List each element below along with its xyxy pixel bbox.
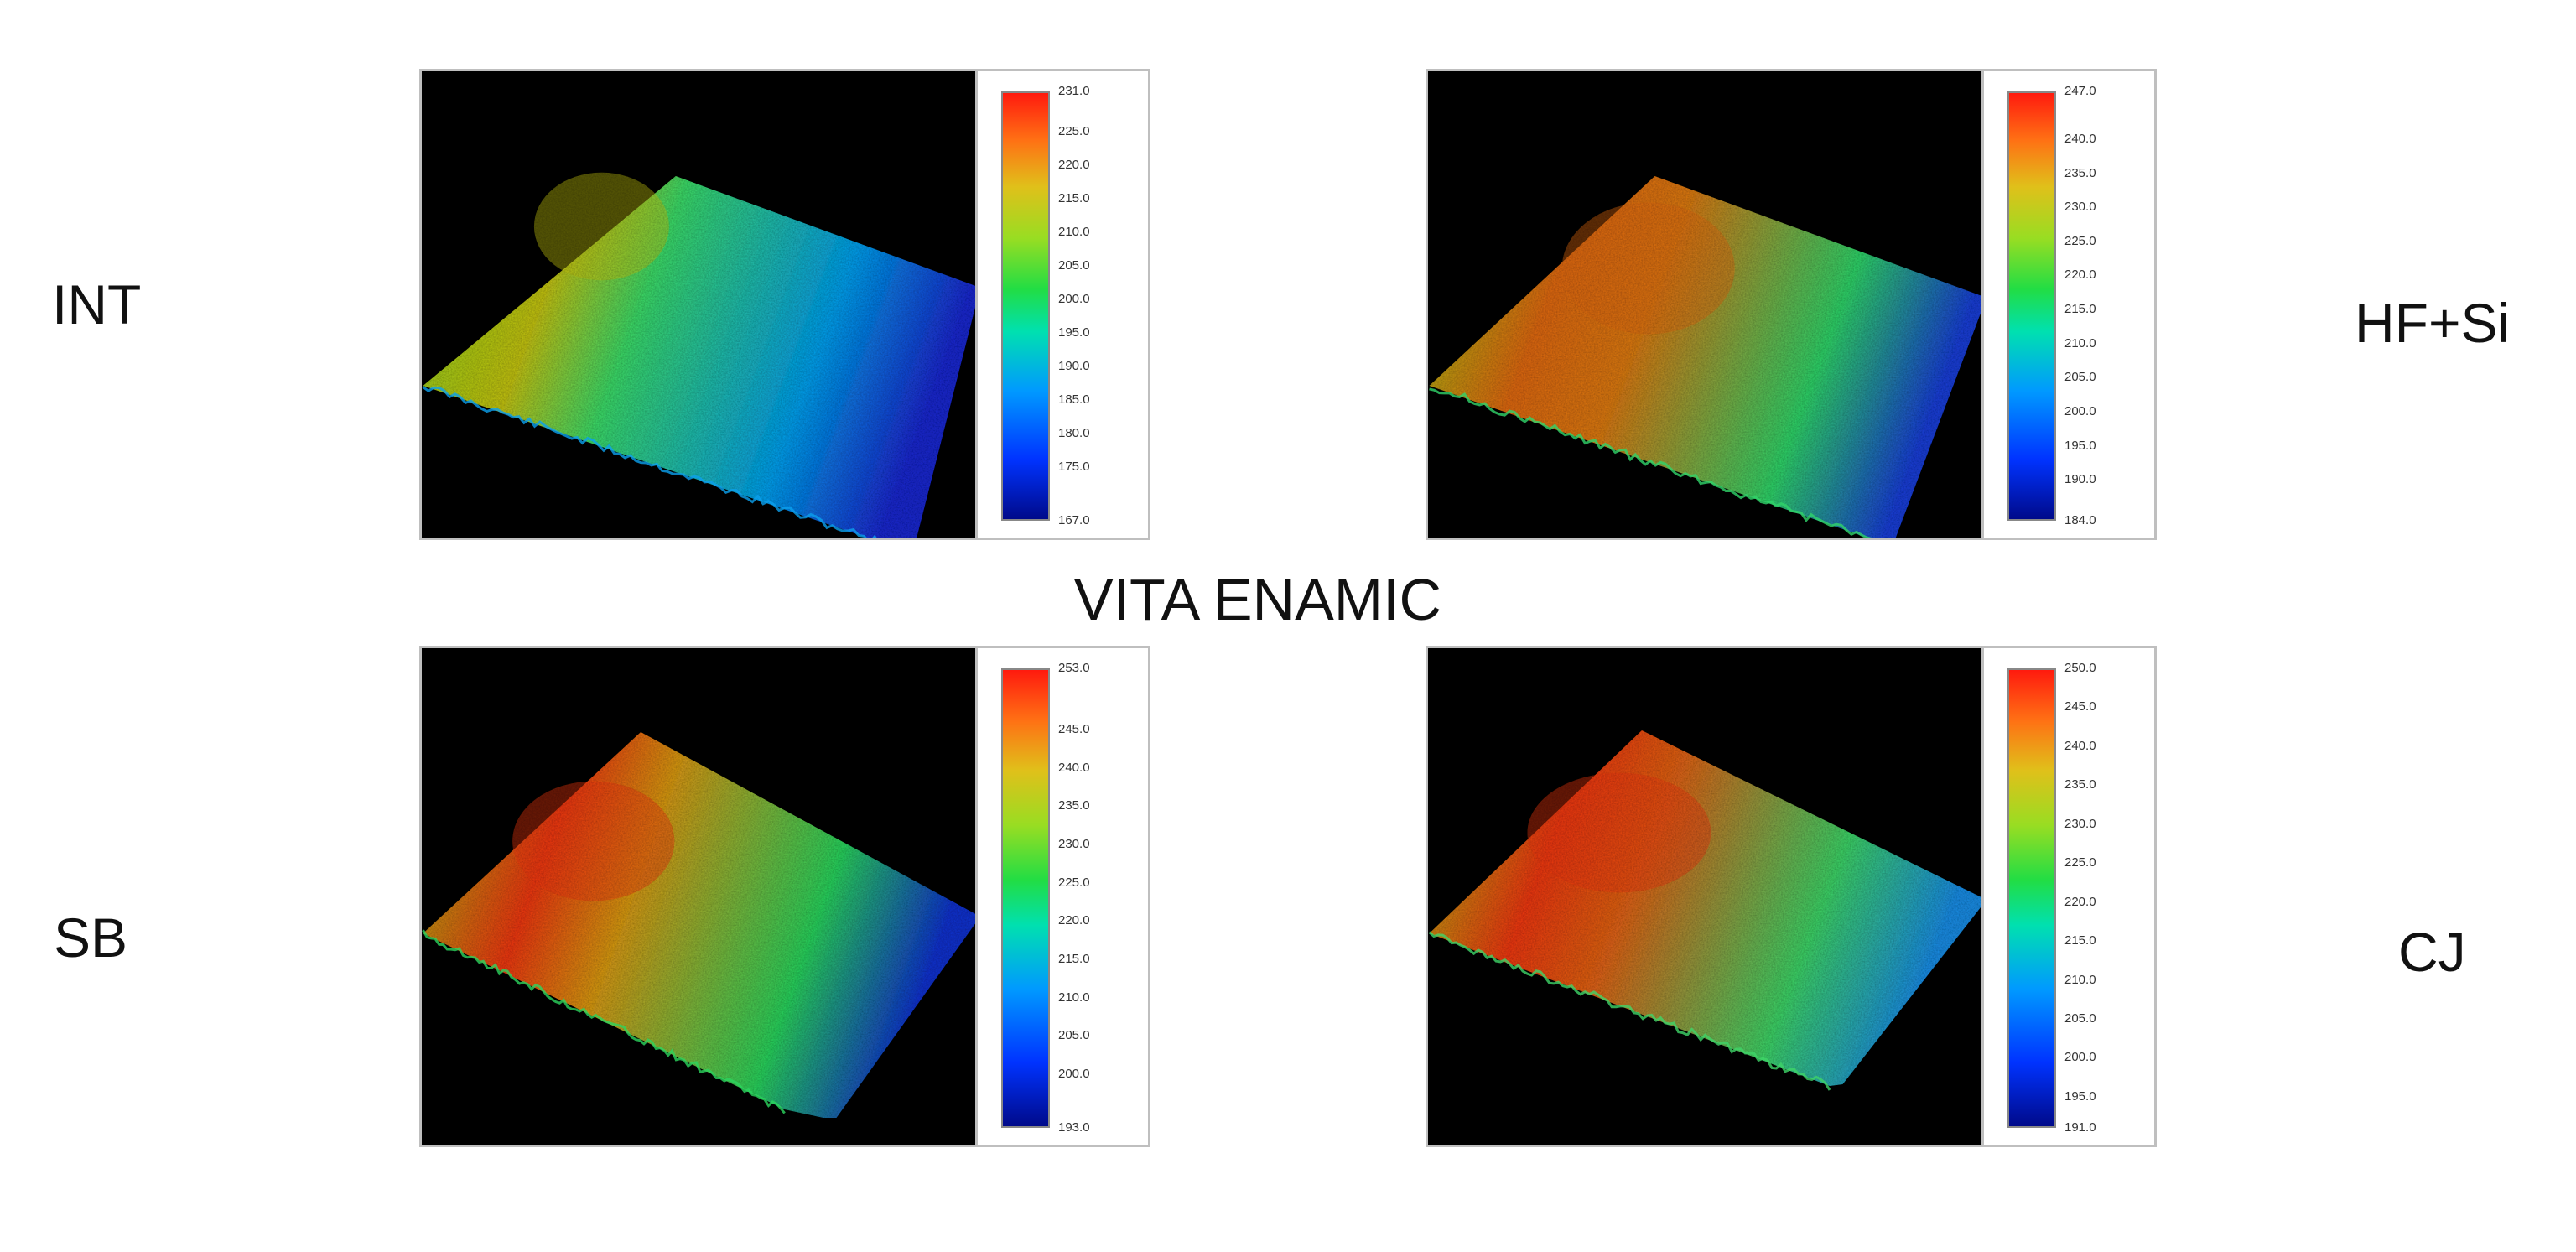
colorbar-cj-tick: 225.0 xyxy=(2064,855,2096,870)
colorbar-cj-tick: 195.0 xyxy=(2064,1088,2096,1104)
colorbar-cj-tick: 200.0 xyxy=(2064,1050,2096,1065)
panel-label-cj: CJ xyxy=(2398,921,2466,983)
colorbar-hfsi-tick: 230.0 xyxy=(2064,200,2096,215)
surface-int-edge xyxy=(422,386,877,538)
colorbar-int: 231.0 225.0 220.0 215.0 210.0 205.0 200.0 195.0… xyxy=(975,71,1148,538)
colorbar-hfsi-tick: 247.0 xyxy=(2064,84,2096,98)
colorbar-int-tick: 200.0 xyxy=(1058,292,1090,306)
surface-cj-svg xyxy=(1428,730,1987,1091)
colorbar-sb: 253.0 245.0 240.0 235.0 230.0 225.0 220.0 215.0… xyxy=(975,648,1148,1145)
colorbar-cj-tick: 230.0 xyxy=(2064,816,2096,831)
colorbar-int-tick: 180.0 xyxy=(1058,426,1090,440)
colorbar-sb-tick: 253.0 xyxy=(1058,661,1090,675)
colorbar-hfsi-tick: 195.0 xyxy=(2064,438,2096,453)
colorbar-hfsi-tick: 205.0 xyxy=(2064,370,2096,385)
colorbar-sb-tick: 235.0 xyxy=(1058,798,1090,813)
surface-hfsi-edge xyxy=(1429,387,1872,538)
colorbar-int-tick: 167.0 xyxy=(1058,513,1090,527)
colorbar-hfsi-tick: 190.0 xyxy=(2064,472,2096,487)
surface-sb-mesh xyxy=(423,732,980,1118)
colorbar-sb-tick: 215.0 xyxy=(1058,952,1090,967)
figure-title: VITA ENAMIC xyxy=(1073,567,1442,632)
colorbar-sb-tick: 225.0 xyxy=(1058,875,1090,890)
colorbar-sb-tick: 210.0 xyxy=(1058,990,1090,1005)
surface-sb-peak-region xyxy=(512,781,675,901)
colorbar-sb-tick: 245.0 xyxy=(1058,722,1090,737)
surface-cj-mesh xyxy=(1429,730,1987,1086)
colorbar-hfsi-tick: 210.0 xyxy=(2064,335,2096,351)
colorbar-int-tick: 220.0 xyxy=(1058,158,1090,172)
colorbar-cj-tick: 215.0 xyxy=(2064,933,2096,948)
surface-cj-peak-region xyxy=(1527,772,1711,893)
surface-plot-sb: 253.0 245.0 240.0 235.0 230.0 225.0 220.0 215.0… xyxy=(419,646,1150,1147)
colorbar-int-tick: 190.0 xyxy=(1058,359,1090,373)
colorbar-int-tick: 205.0 xyxy=(1058,258,1090,273)
colorbar-cj: 250.0 245.0 240.0 235.0 230.0 225.0 220.0 215.0… xyxy=(1981,648,2154,1145)
colorbar-hfsi-tick: 235.0 xyxy=(2064,165,2096,180)
surface-sb-edge xyxy=(422,929,786,1114)
panel-label-sb: SB xyxy=(54,907,128,969)
colorbar-hfsi-tick: 240.0 xyxy=(2064,131,2096,146)
colorbar-int-tick: 231.0 xyxy=(1058,84,1090,98)
surface-plot-cj: 250.0 245.0 240.0 235.0 230.0 225.0 220.0 215.0… xyxy=(1426,646,2157,1147)
colorbar-cj-tick: 245.0 xyxy=(2064,699,2096,714)
colorbar-sb-tick: 240.0 xyxy=(1058,760,1090,775)
surface-plot-hfsi: 247.0 240.0 235.0 230.0 225.0 220.0 215.0 210.0… xyxy=(1426,69,2157,540)
colorbar-hfsi-tick: 200.0 xyxy=(2064,403,2096,418)
colorbar-int-tick: 210.0 xyxy=(1058,225,1090,239)
colorbar-hfsi-gradient xyxy=(2007,91,2056,521)
colorbar-int-tick: 185.0 xyxy=(1058,392,1090,407)
colorbar-sb-tick: 205.0 xyxy=(1058,1028,1090,1043)
surface-int-mesh xyxy=(423,176,980,538)
colorbar-cj-tick: 235.0 xyxy=(2064,777,2096,792)
colorbar-sb-tick: 200.0 xyxy=(1058,1067,1090,1082)
colorbar-cj-tick: 240.0 xyxy=(2064,738,2096,753)
colorbar-sb-gradient xyxy=(1001,668,1050,1128)
colorbar-cj-tick: 205.0 xyxy=(2064,1010,2096,1026)
colorbar-cj-gradient xyxy=(2007,668,2056,1128)
colorbar-int-tick: 215.0 xyxy=(1058,191,1090,205)
surface-hfsi-svg xyxy=(1429,176,1987,538)
surface-cj-edge xyxy=(1428,931,1831,1091)
colorbar-sb-tick: 230.0 xyxy=(1058,837,1090,852)
colorbar-cj-tick: 191.0 xyxy=(2064,1120,2096,1135)
colorbar-int-tick: 175.0 xyxy=(1058,460,1090,474)
colorbar-cj-tick: 250.0 xyxy=(2064,661,2096,675)
colorbar-hfsi-tick: 184.0 xyxy=(2064,513,2096,527)
colorbar-int-tick: 195.0 xyxy=(1058,325,1090,340)
surface-int-svg xyxy=(422,172,980,538)
colorbar-sb-tick: 193.0 xyxy=(1058,1120,1090,1135)
panel-label-hfsi: HF+Si xyxy=(2355,292,2511,354)
colorbar-cj-tick: 220.0 xyxy=(2064,894,2096,909)
colorbar-hfsi-tick: 215.0 xyxy=(2064,302,2096,317)
surface-int-peak-region xyxy=(533,172,669,281)
colorbar-hfsi: 247.0 240.0 235.0 230.0 225.0 220.0 215.0 210.0… xyxy=(1981,71,2154,538)
surface-plot-int: 231.0 225.0 220.0 215.0 210.0 205.0 200.0 195.0… xyxy=(419,69,1150,540)
colorbar-int-tick: 225.0 xyxy=(1058,124,1090,138)
colorbar-cj-tick: 210.0 xyxy=(2064,972,2096,987)
colorbar-sb-tick: 220.0 xyxy=(1058,913,1090,928)
colorbar-int-gradient xyxy=(1001,91,1050,521)
surface-sb-svg xyxy=(422,732,980,1118)
colorbar-hfsi-tick: 225.0 xyxy=(2064,233,2096,248)
colorbar-hfsi-tick: 220.0 xyxy=(2064,268,2096,283)
surface-hfsi-peak-region xyxy=(1561,202,1735,335)
panel-label-int: INT xyxy=(52,273,142,335)
